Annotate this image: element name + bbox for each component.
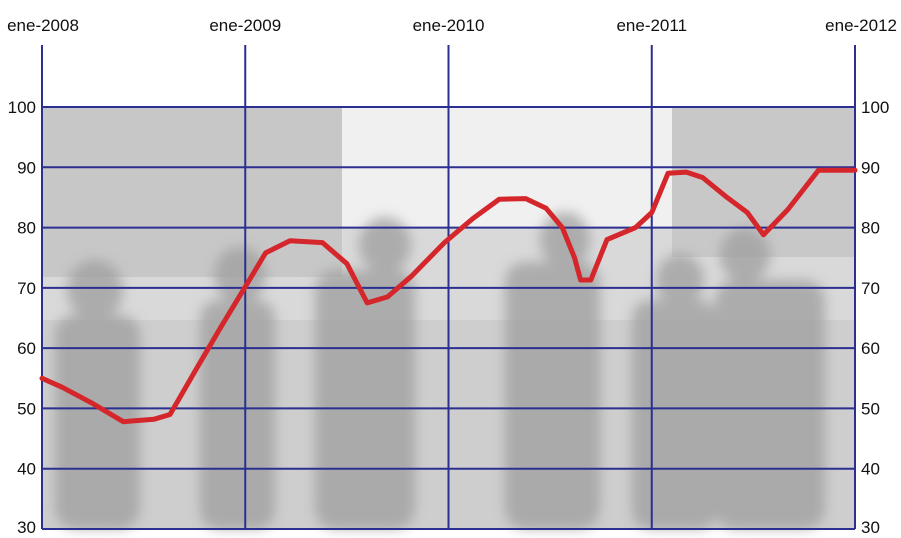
- y-tick-label-right: 50: [861, 399, 880, 418]
- x-tick-label: ene-2012: [825, 16, 897, 35]
- y-tick-label-right: 60: [861, 339, 880, 358]
- y-tick-label-left: 30: [17, 518, 36, 537]
- y-tick-label-right: 40: [861, 460, 880, 479]
- series-line-0: [39, 167, 858, 425]
- y-tick-label-right: 70: [861, 279, 880, 298]
- y-tick-label-right: 100: [861, 98, 889, 117]
- tick-labels: 30 30 40 40 50 50 60 60 70 70 80 80 90 90 100 100 ene-20…: [7, 16, 897, 537]
- x-tick-label: ene-2009: [209, 16, 281, 35]
- gridlines: [41, 45, 856, 530]
- y-tick-label-left: 50: [17, 399, 36, 418]
- y-tick-label-left: 40: [17, 460, 36, 479]
- series-layer: [39, 167, 858, 425]
- y-tick-label-right: 30: [861, 518, 880, 537]
- x-tick-label: ene-2008: [7, 16, 79, 35]
- y-tick-label-left: 60: [17, 339, 36, 358]
- y-tick-label-left: 80: [17, 219, 36, 238]
- y-tick-label-left: 100: [8, 98, 36, 117]
- y-tick-label-right: 90: [861, 158, 880, 177]
- y-tick-label-right: 80: [861, 219, 880, 238]
- x-tick-label: ene-2011: [616, 16, 687, 35]
- y-tick-label-left: 90: [17, 158, 36, 177]
- x-tick-label: ene-2010: [413, 16, 485, 35]
- y-tick-label-left: 70: [17, 279, 36, 298]
